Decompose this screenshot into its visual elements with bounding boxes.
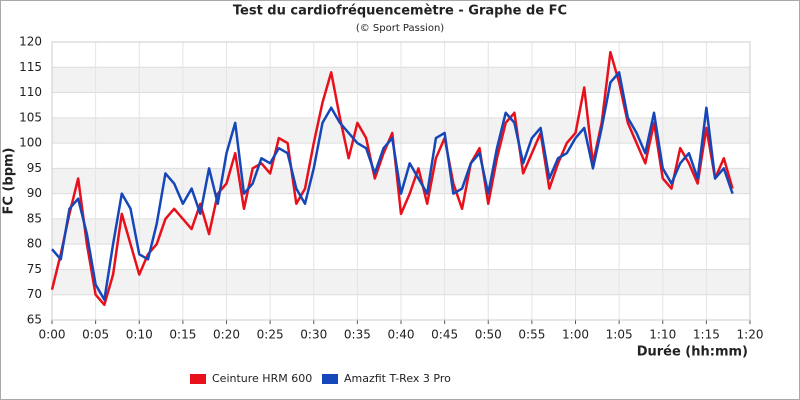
y-tick-label: 110 [19,85,42,99]
y-tick-label: 100 [19,136,42,150]
x-tick-label: 0:55 [518,328,545,342]
line [51,71,734,302]
grid: 65 70 75 80 85 90 95 100 105 110 115 120 0:00 0:05 0:1… [19,35,763,342]
y-tick-label: 105 [19,110,42,124]
x-tick-label: 0:00 [39,328,66,342]
x-tick-label: 1:05 [606,328,633,342]
x-tick-label: 1:15 [693,328,720,342]
y-tick-label: 75 [27,262,42,276]
x-tick-label: 0:35 [344,328,371,342]
x-tick-label: 0:05 [82,328,109,342]
y-tick-label: 120 [19,35,42,49]
legend-swatch [322,374,338,384]
line [50,50,734,307]
x-tick-label: 0:10 [126,328,153,342]
y-tick-label: 115 [19,60,42,74]
x-tick-label: 1:00 [562,328,589,342]
x-tick-label: 1:10 [649,328,676,342]
x-tick-label: 0:15 [169,328,196,342]
x-tick-label: 0:45 [431,328,458,342]
legend: Ceinture HRM 600 Amazfit T-Rex 3 Pro [190,372,451,385]
x-tick-label: 0:30 [300,328,327,342]
y-tick-label: 90 [27,186,42,200]
x-tick-label: 1:20 [737,328,764,342]
y-tick-label: 80 [27,237,42,251]
legend-label: Ceinture HRM 600 [212,372,312,385]
y-axis-label: FC (bpm) [2,148,17,215]
x-axis-label: Durée (hh:mm) [637,345,748,360]
x-tick-label: 0:20 [213,328,240,342]
plot-border [51,41,751,321]
y-tick-label: 65 [27,313,42,327]
x-tick-label: 0:25 [257,328,284,342]
y-tick-label: 70 [27,287,42,301]
x-tick-label: 0:40 [388,328,415,342]
y-tick-label: 95 [27,161,42,175]
lines [50,50,734,307]
x-tick-label: 0:50 [475,328,502,342]
legend-label: Amazfit T-Rex 3 Pro [344,372,451,385]
chart-subtitle: (© Sport Passion) [356,23,444,34]
y-tick-label: 85 [27,211,42,225]
legend-swatch [190,374,206,384]
chart-title: Test du cardiofréquencemètre - Graphe de… [233,4,567,19]
